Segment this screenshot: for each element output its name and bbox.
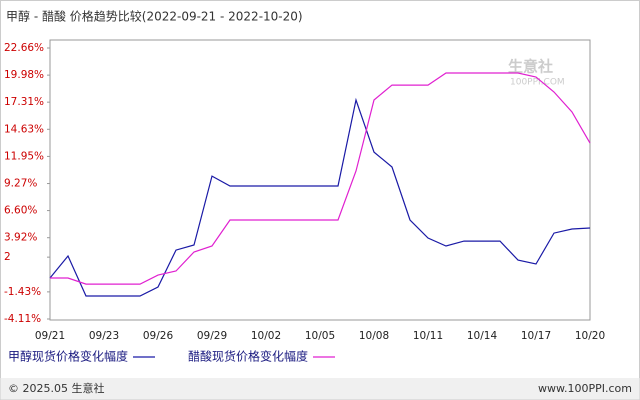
- x-tick-label: 09/26: [143, 330, 174, 342]
- watermark: 生意社: [508, 58, 553, 76]
- x-tick-label: 09/21: [35, 330, 65, 342]
- footer-right: www.100PPI.com: [538, 382, 632, 395]
- y-tick-label: -4.11%: [4, 313, 41, 325]
- y-tick-label: 6.60%: [4, 205, 37, 217]
- footer-left: © 2025.05 生意社: [8, 381, 104, 395]
- x-tick-label: 10/17: [521, 330, 551, 342]
- footer-band: [0, 378, 640, 400]
- x-tick-label: 09/29: [197, 330, 227, 342]
- y-tick-label: 11.95%: [4, 150, 44, 162]
- series-line: [50, 72, 591, 285]
- legend-label: 甲醇现货价格变化幅度: [8, 349, 128, 364]
- y-tick-label: 17.31%: [4, 96, 44, 108]
- legend-label: 醋酸现货价格变化幅度: [188, 349, 308, 364]
- series-line: [49, 97, 591, 297]
- chart-title: 甲醇 - 醋酸 价格趋势比较(2022-09-21 - 2022-10-20): [6, 9, 303, 24]
- x-tick-label: 10/20: [575, 330, 605, 342]
- x-tick-label: 10/14: [467, 330, 498, 342]
- watermark-sub: 100PPI.COM: [510, 78, 565, 88]
- x-tick-label: 10/05: [305, 330, 335, 342]
- y-tick-label: 19.98%: [4, 69, 44, 81]
- plot-frame: [49, 39, 591, 321]
- x-tick-label: 10/11: [413, 330, 443, 342]
- y-tick-label: 2: [4, 251, 11, 263]
- y-tick-label: 22.66%: [4, 42, 44, 54]
- x-tick-label: 09/23: [89, 330, 119, 342]
- x-tick-label: 10/08: [359, 330, 389, 342]
- x-tick-label: 10/02: [251, 330, 281, 342]
- y-tick-label: 14.63%: [4, 123, 44, 135]
- y-tick-label: 9.27%: [4, 178, 37, 190]
- y-tick-label: 3.92%: [4, 232, 37, 244]
- y-tick-label: -1.43%: [4, 286, 41, 298]
